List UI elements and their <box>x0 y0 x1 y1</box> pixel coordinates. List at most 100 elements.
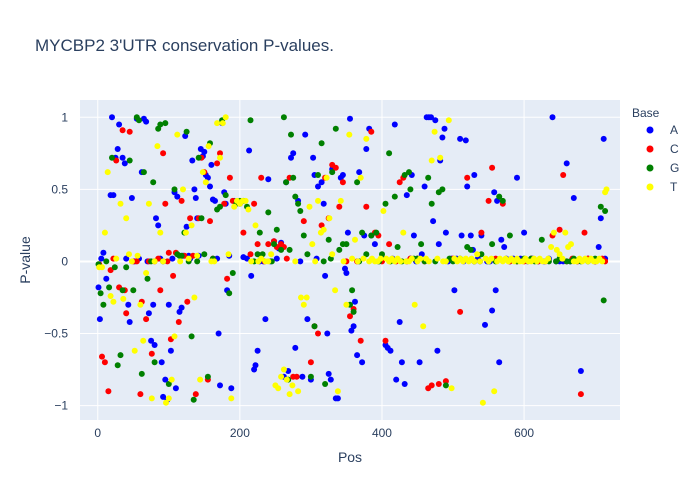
data-point[interactable] <box>563 160 570 167</box>
data-point[interactable] <box>462 137 469 144</box>
data-point[interactable] <box>360 255 367 262</box>
data-point[interactable] <box>158 359 165 366</box>
data-point[interactable] <box>396 319 403 325</box>
data-point[interactable] <box>103 275 110 282</box>
legend-item-T[interactable]: T <box>646 180 679 194</box>
data-point[interactable] <box>201 251 208 258</box>
data-point[interactable] <box>204 373 211 380</box>
data-point[interactable] <box>254 241 261 248</box>
data-point[interactable] <box>151 342 158 348</box>
data-point[interactable] <box>157 121 164 128</box>
data-point[interactable] <box>391 121 398 128</box>
data-point[interactable] <box>226 174 233 181</box>
data-point[interactable] <box>254 347 261 354</box>
data-point[interactable] <box>343 241 350 248</box>
data-point[interactable] <box>151 258 158 265</box>
data-point[interactable] <box>320 226 327 233</box>
data-point[interactable] <box>489 307 496 314</box>
data-point[interactable] <box>240 229 247 236</box>
data-point[interactable] <box>442 378 449 385</box>
data-point[interactable] <box>148 350 155 357</box>
data-point[interactable] <box>380 208 387 214</box>
data-point[interactable] <box>326 215 333 222</box>
data-point[interactable] <box>165 381 172 387</box>
data-point[interactable] <box>219 120 226 127</box>
data-point[interactable] <box>164 258 171 265</box>
data-point[interactable] <box>116 121 123 128</box>
data-point[interactable] <box>553 246 560 253</box>
data-point[interactable] <box>343 270 350 276</box>
data-point[interactable] <box>556 251 563 258</box>
data-point[interactable] <box>297 208 304 214</box>
data-point[interactable] <box>568 241 574 248</box>
data-point[interactable] <box>194 252 201 259</box>
legend-item-C[interactable]: C <box>646 142 680 156</box>
data-point[interactable] <box>391 193 398 200</box>
data-point[interactable] <box>329 251 336 258</box>
data-point[interactable] <box>258 174 265 181</box>
data-point[interactable] <box>295 388 302 395</box>
data-point[interactable] <box>442 258 449 265</box>
data-point[interactable] <box>145 200 152 207</box>
data-point[interactable] <box>332 125 339 132</box>
data-point[interactable] <box>410 232 417 239</box>
data-point[interactable] <box>126 157 133 164</box>
data-point[interactable] <box>126 251 132 258</box>
data-point[interactable] <box>182 229 189 236</box>
data-point[interactable] <box>595 244 602 250</box>
data-point[interactable] <box>320 200 327 207</box>
data-point[interactable] <box>192 391 199 398</box>
data-point[interactable] <box>435 241 442 248</box>
data-point[interactable] <box>506 232 513 239</box>
data-point[interactable] <box>226 290 233 297</box>
data-point[interactable] <box>197 376 204 383</box>
data-point[interactable] <box>174 131 181 138</box>
data-point[interactable] <box>356 169 363 176</box>
data-point[interactable] <box>324 330 331 337</box>
data-point[interactable] <box>428 157 435 164</box>
data-point[interactable] <box>437 154 444 161</box>
data-point[interactable] <box>371 241 378 248</box>
data-point[interactable] <box>467 246 474 253</box>
data-point[interactable] <box>357 337 364 344</box>
data-point[interactable] <box>231 203 238 210</box>
data-point[interactable] <box>217 154 223 161</box>
data-point[interactable] <box>217 203 223 210</box>
data-point[interactable] <box>570 195 577 201</box>
data-point[interactable] <box>180 186 186 193</box>
data-point[interactable] <box>188 222 195 229</box>
data-point[interactable] <box>467 232 474 239</box>
data-point[interactable] <box>130 287 137 294</box>
data-point[interactable] <box>304 316 311 323</box>
data-point[interactable] <box>550 229 557 236</box>
data-point[interactable] <box>457 135 464 142</box>
data-point[interactable] <box>154 143 161 150</box>
data-point[interactable] <box>312 258 319 265</box>
data-point[interactable] <box>150 179 157 186</box>
data-point[interactable] <box>293 373 300 380</box>
data-point[interactable] <box>251 200 258 207</box>
data-point[interactable] <box>113 255 120 262</box>
data-point[interactable] <box>327 376 334 383</box>
data-point[interactable] <box>254 251 261 258</box>
data-point[interactable] <box>109 114 115 121</box>
data-point[interactable] <box>445 117 452 124</box>
data-point[interactable] <box>283 376 290 383</box>
data-point[interactable] <box>562 229 569 236</box>
data-point[interactable] <box>498 236 505 243</box>
data-point[interactable] <box>150 301 157 308</box>
data-point[interactable] <box>114 146 121 152</box>
data-point[interactable] <box>123 215 130 222</box>
data-point[interactable] <box>97 290 104 297</box>
data-point[interactable] <box>248 272 255 279</box>
data-point[interactable] <box>491 189 498 196</box>
data-point[interactable] <box>136 117 142 124</box>
data-point[interactable] <box>157 229 164 236</box>
data-point[interactable] <box>104 169 111 176</box>
data-point[interactable] <box>478 229 485 236</box>
data-point[interactable] <box>416 359 423 366</box>
data-point[interactable] <box>597 203 604 210</box>
data-point[interactable] <box>431 128 438 135</box>
data-point[interactable] <box>304 251 311 258</box>
data-point[interactable] <box>382 200 389 207</box>
